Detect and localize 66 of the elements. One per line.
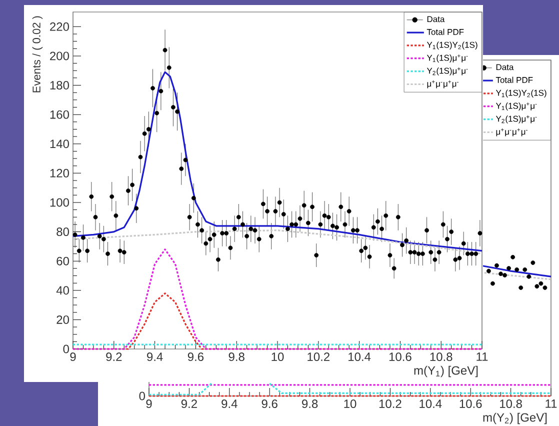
y-tick-label: 100 xyxy=(50,198,69,207)
y-tick-label: 120 xyxy=(50,168,69,178)
x-tick-label: 10 xyxy=(272,352,284,362)
legend-label: Data xyxy=(496,64,514,70)
x-tick-label: 9.8 xyxy=(302,400,318,408)
y-tick-label: 40 xyxy=(56,286,70,295)
legend-label: Υ$_{1}$(1S)Υ$_{2}$(1S) xyxy=(426,42,478,50)
point xyxy=(542,286,548,290)
x-tick-label: 9 xyxy=(70,352,76,362)
point xyxy=(518,286,524,290)
point xyxy=(514,267,520,272)
x-tick-label: 10.4 xyxy=(420,400,442,408)
x-tick-label: 10.4 xyxy=(348,352,371,362)
point xyxy=(498,272,503,276)
point xyxy=(522,267,528,272)
y-axis-title: Events / ( 0.02 ) xyxy=(32,16,43,92)
legend-label: Υ$_{2}$(1S)μ$^{+}$μ$^{-}$ xyxy=(426,67,468,76)
annotation: 0 xyxy=(139,392,146,400)
legend-label: Υ$_{1}$(1S)μ$^{+}$μ$^{-}$ xyxy=(496,102,537,110)
point xyxy=(510,254,516,260)
legend-label: Total PDF xyxy=(496,76,533,83)
y-tick-label: 220 xyxy=(50,22,69,31)
point xyxy=(494,263,499,268)
y-tick-label: 0 xyxy=(63,344,70,354)
x-tick-label: 9.4 xyxy=(147,352,163,362)
y-tick-label: 160 xyxy=(50,110,69,119)
y-tick-label: 60 xyxy=(56,256,70,266)
y-tick-label: 200 xyxy=(50,52,69,60)
x-tick-label: 11 xyxy=(546,400,557,408)
x-axis-title: m(Υ$_{1}$) [GeV] xyxy=(414,366,478,378)
x-tick-label: 10.6 xyxy=(460,400,482,408)
x-tick-label: 9.2 xyxy=(106,352,122,362)
legend-label: Data xyxy=(427,16,445,22)
point xyxy=(490,281,495,286)
x-tick-label: 9.4 xyxy=(222,400,238,408)
x-tick-label: 10 xyxy=(344,400,356,408)
point xyxy=(502,273,507,278)
point xyxy=(486,268,491,274)
x-tick-label: 9.2 xyxy=(181,400,197,408)
x-tick-label: 9 xyxy=(146,400,152,408)
legend-label: Υ$_{1}$(1S)μ$^{+}$μ$^{-}$ xyxy=(426,54,468,62)
x-tick-label: 9.6 xyxy=(262,400,278,408)
point xyxy=(538,281,544,286)
legend-label: μ$^{+}$μ$^{-}$μ$^{+}$μ$^{-}$ xyxy=(496,128,528,136)
x-tick-label: 10.8 xyxy=(430,352,452,362)
point xyxy=(534,284,540,289)
x-tick-label: 10.6 xyxy=(389,352,412,362)
legend-label: μ$^{+}$μ$^{-}$μ$^{+}$μ$^{-}$ xyxy=(427,80,458,88)
x-tick-label: 10.2 xyxy=(379,400,402,408)
x-tick-label: 10.2 xyxy=(308,352,330,362)
legend-label: Υ$_{1}$(1S)Υ$_{2}$(1S) xyxy=(496,90,546,98)
y-tick-label: 20 xyxy=(56,315,70,324)
y-tick-label: 180 xyxy=(50,81,69,90)
line-series xyxy=(72,230,483,255)
point xyxy=(526,274,532,279)
legend-label: Υ$_{2}$(1S)μ$^{+}$μ$^{-}$ xyxy=(496,115,537,124)
y-tick-label: 140 xyxy=(50,140,69,148)
x-tick-label: 9.6 xyxy=(188,352,204,362)
legend-label: Total PDF xyxy=(426,28,464,35)
x-tick-label: 11 xyxy=(476,352,488,361)
point xyxy=(530,260,536,265)
x-axis-title: m(Υ$_{2}$) [GeV] xyxy=(483,412,547,424)
x-tick-label: 9.8 xyxy=(228,352,244,362)
y-tick-label: 80 xyxy=(56,228,70,236)
point xyxy=(506,266,511,270)
x-tick-label: 10.8 xyxy=(500,400,522,408)
